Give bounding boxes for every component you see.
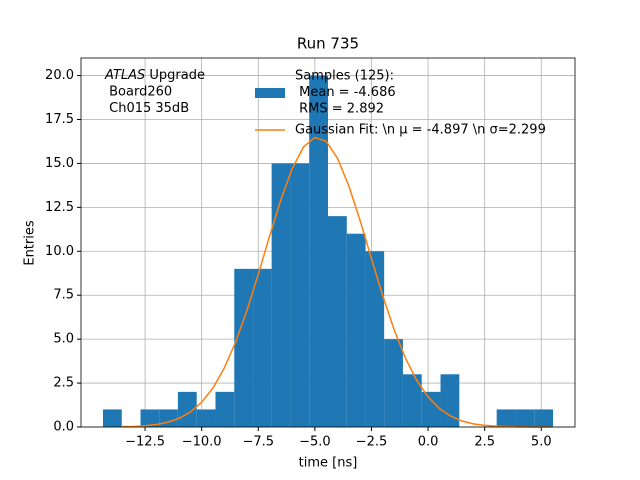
y-tick-label: 17.5	[45, 112, 74, 127]
x-tick-label: 5.0	[531, 435, 552, 450]
bar	[177, 391, 197, 427]
y-tick-label: 20.0	[45, 68, 74, 83]
bar	[159, 409, 178, 427]
y-tick-label: 15.0	[45, 156, 74, 171]
legend-label: Gaussian Fit: \n μ = -4.897 \n σ=2.299	[295, 123, 546, 138]
bar	[421, 391, 441, 427]
x-tick-label: −2.5	[356, 435, 388, 450]
annotation-line: Board260	[105, 85, 172, 100]
bar	[140, 409, 160, 427]
bar	[215, 391, 235, 427]
bar	[290, 163, 310, 427]
fit-line	[122, 136, 553, 428]
bar	[346, 233, 366, 427]
bar	[196, 409, 216, 427]
legend-label: RMS = 2.892	[295, 102, 384, 117]
legend-patch	[255, 88, 285, 98]
y-tick-label: 5.0	[53, 332, 74, 347]
bar	[440, 374, 460, 427]
bar	[402, 374, 422, 427]
bar	[271, 163, 291, 427]
bar	[365, 251, 385, 427]
legend-label: Mean = -4.686	[295, 85, 396, 100]
x-tick-label: −12.5	[125, 435, 165, 450]
bar	[515, 409, 535, 427]
legend-label: Samples (125):	[295, 69, 394, 84]
x-axis-label: time [ns]	[299, 456, 358, 471]
bar	[534, 409, 554, 427]
x-tick-label: 0.0	[418, 435, 439, 450]
annotation: ATLAS Upgrade	[104, 68, 205, 83]
y-tick-label: 0.0	[53, 420, 74, 435]
bar	[234, 268, 254, 427]
annotation-text: Upgrade	[145, 68, 205, 83]
x-tick-label: −10.0	[182, 435, 222, 450]
bar	[253, 268, 272, 427]
y-tick-label: 10.0	[45, 244, 74, 259]
x-tick-label: −5.0	[299, 435, 331, 450]
bar	[496, 409, 516, 427]
y-tick-label: 7.5	[53, 288, 74, 303]
bar	[384, 339, 403, 427]
chart-title: Run 735	[297, 35, 359, 53]
x-tick-label: −7.5	[242, 435, 274, 450]
annotation-emphasis: ATLAS	[104, 68, 145, 83]
bar	[309, 75, 328, 428]
annotation-line: Ch015 35dB	[105, 101, 189, 116]
y-tick-label: 12.5	[45, 200, 74, 215]
plot-frame	[80, 57, 576, 428]
bar	[102, 409, 122, 427]
x-tick-label: 2.5	[474, 435, 495, 450]
bar	[328, 216, 347, 427]
y-axis-label: Entries	[23, 220, 38, 266]
y-tick-label: 2.5	[53, 376, 74, 391]
